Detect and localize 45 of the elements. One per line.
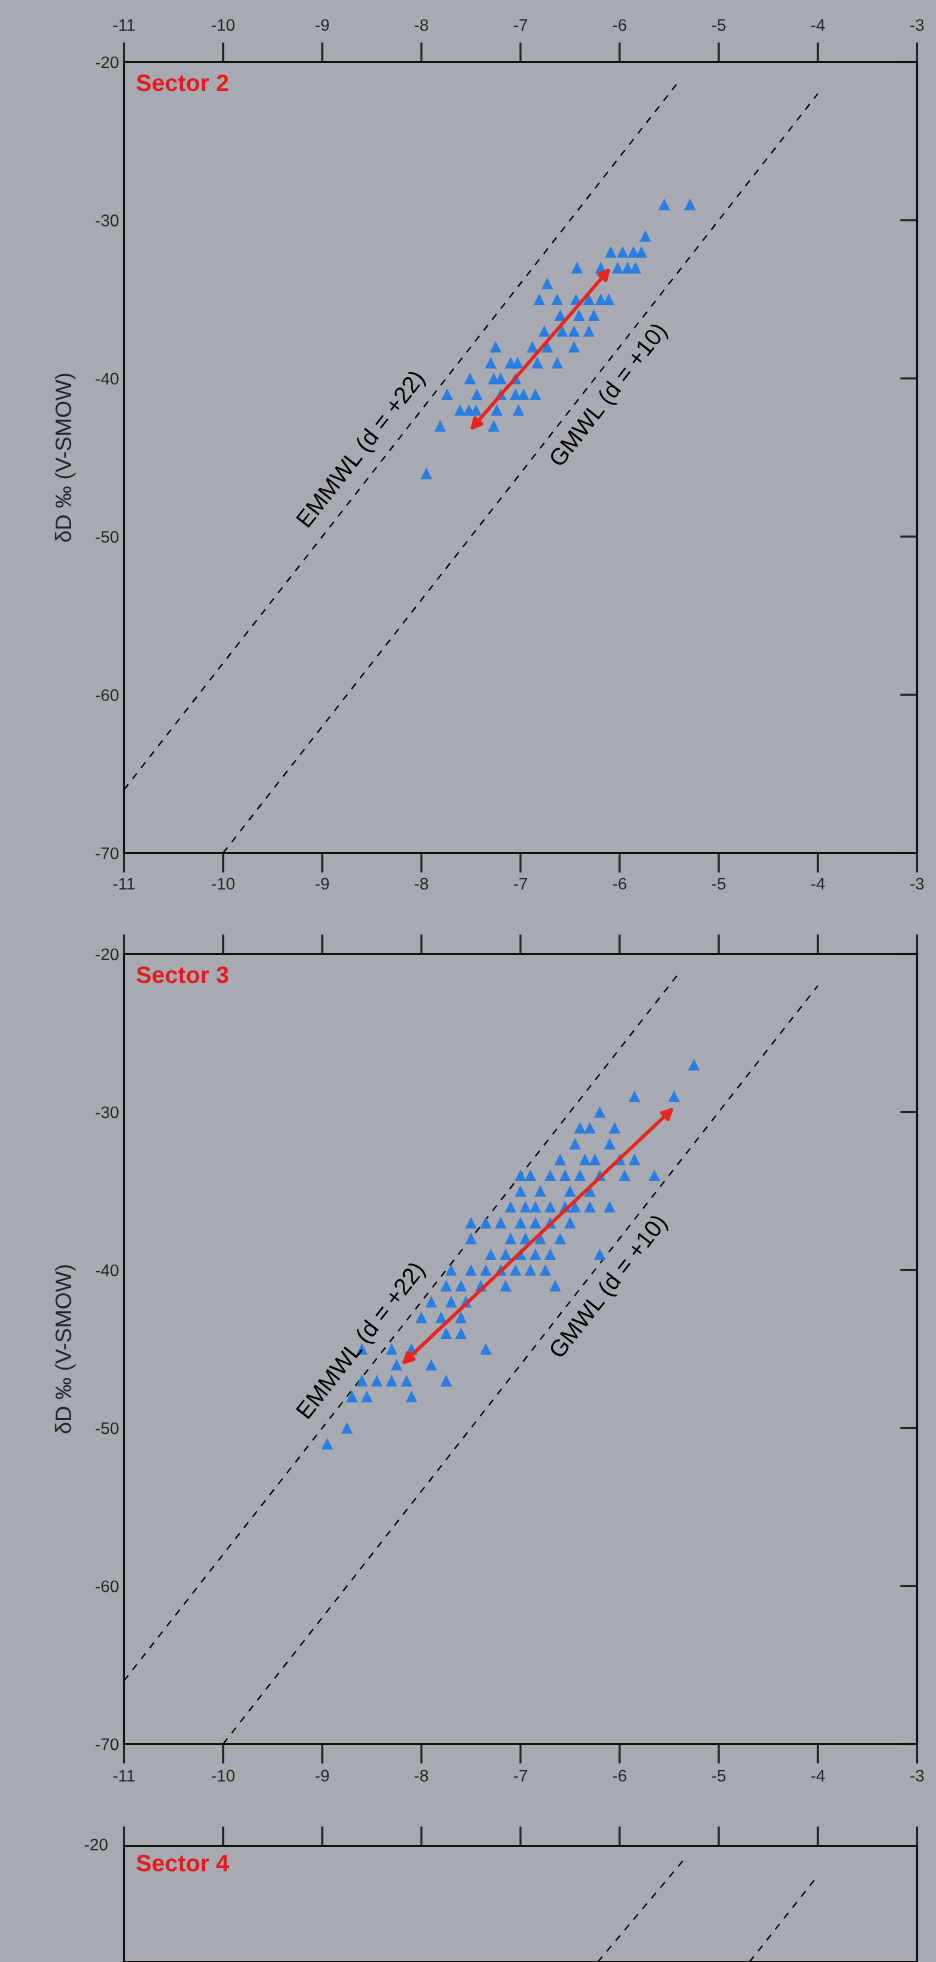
- x-tick-label: -11: [113, 877, 135, 890]
- y-tick-label: -50: [95, 1422, 119, 1435]
- chart-title: Sector 4: [136, 1854, 229, 1872]
- y-tick-label: -60: [95, 1580, 119, 1593]
- text: -20: [84, 1838, 108, 1851]
- chart-title: Sector 3: [136, 966, 229, 984]
- y-axis-title: δD ‰ (V-SMOW): [54, 1265, 76, 1434]
- x-tick-label: -7: [513, 1769, 528, 1782]
- x-tick-label: -9: [315, 19, 329, 31]
- y-tick-label: -30: [95, 214, 119, 227]
- x-tick-label: -8: [414, 1769, 429, 1782]
- x-tick-label: -9: [315, 877, 329, 890]
- x-tick-label: -5: [712, 1769, 726, 1782]
- x-tick-label: -8: [414, 877, 429, 890]
- x-tick-label: -4: [811, 877, 825, 890]
- x-tick-label: -3: [910, 19, 924, 31]
- x-tick-label: -7: [513, 877, 528, 890]
- x-tick-label: -3: [910, 1769, 924, 1782]
- x-tick-label: -7: [513, 19, 528, 31]
- x-tick-label: -10: [211, 1769, 235, 1782]
- y-tick-label: -50: [95, 531, 119, 543]
- y-tick-label: -60: [95, 689, 119, 701]
- x-tick-label: -5: [712, 19, 726, 31]
- y-tick-label: -20: [95, 56, 119, 69]
- x-tick-label: -3: [910, 877, 924, 890]
- x-tick-label: -6: [612, 877, 627, 890]
- x-tick-label: -10: [211, 19, 235, 31]
- x-tick-label: -5: [712, 877, 726, 890]
- y-axis-title: δD ‰ (V-SMOW): [54, 373, 76, 542]
- x-tick-label: -9: [315, 1769, 329, 1782]
- x-tick-label: -11: [113, 19, 135, 31]
- y-tick-label: -20: [95, 948, 119, 961]
- y-tick-label: -70: [95, 1738, 119, 1751]
- chart-title: Sector 2: [136, 74, 229, 92]
- x-tick-label: -6: [612, 1769, 627, 1782]
- x-tick-label: -4: [811, 1769, 825, 1782]
- x-tick-label: -11: [113, 1769, 135, 1782]
- x-tick-label: -10: [211, 877, 235, 890]
- x-tick-label: -4: [811, 19, 825, 31]
- x-tick-label: -6: [612, 19, 627, 31]
- y-tick-label: -40: [95, 372, 119, 385]
- y-tick-label: -70: [95, 847, 119, 860]
- x-tick-label: -8: [414, 19, 429, 31]
- y-tick-label: -30: [95, 1106, 119, 1119]
- y-tick-label: -40: [95, 1264, 119, 1277]
